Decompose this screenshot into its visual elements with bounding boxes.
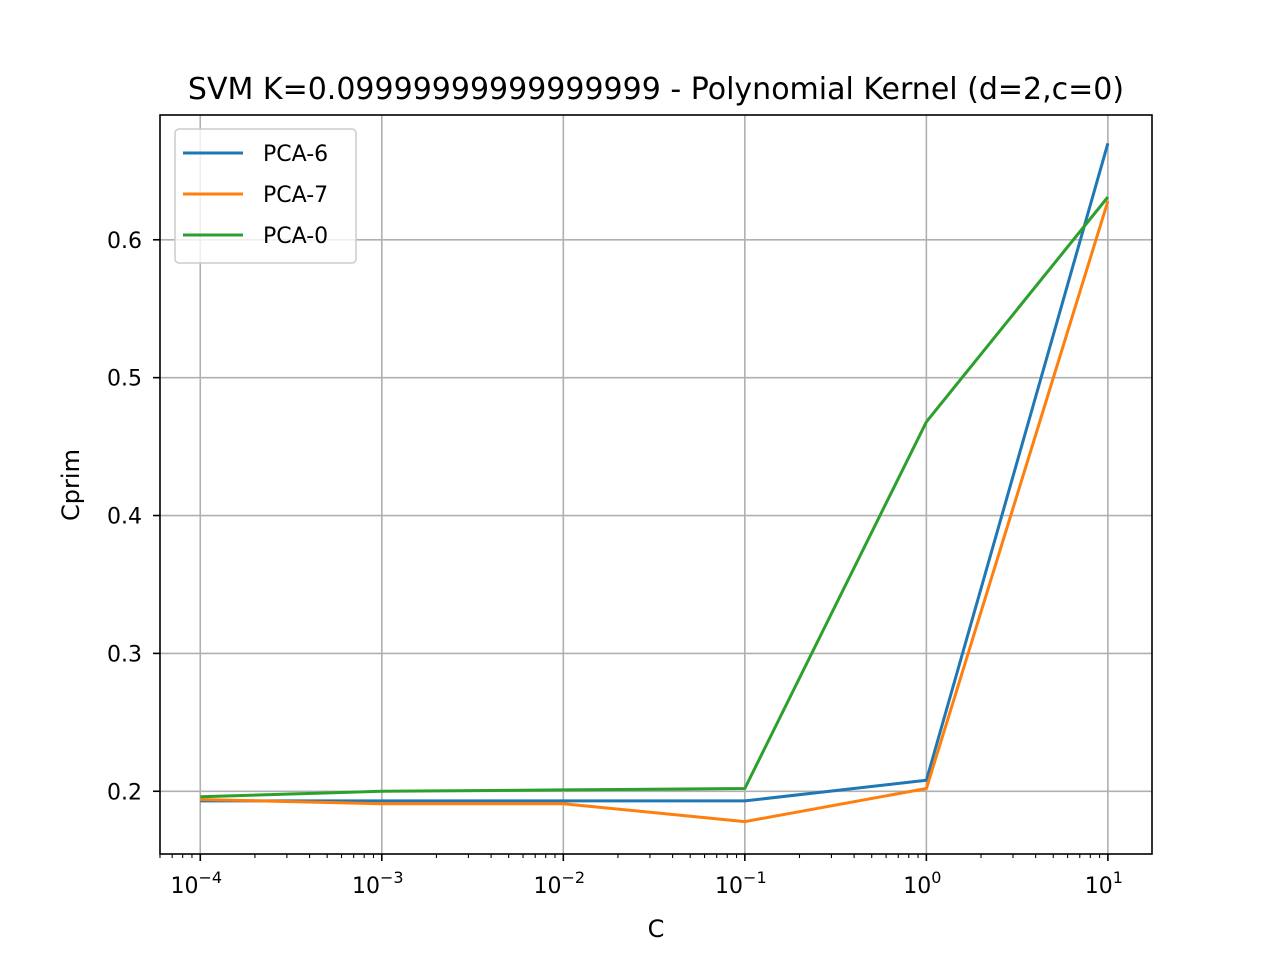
grid-lines (160, 115, 1152, 854)
x-tick-label: 10−2 (534, 868, 586, 899)
series-lines (200, 142, 1110, 824)
plot-frame (159, 114, 1153, 855)
legend-label: PCA-6 (263, 142, 328, 167)
x-axis-ticks: 10−4 10−3 10−2 10−1 100 101 (159, 854, 1123, 899)
x-tick-label: 101 (1085, 868, 1123, 899)
legend-box (174, 128, 357, 264)
x-tick-label: 10−4 (170, 868, 222, 899)
y-tick-label: 0.5 (107, 367, 142, 392)
x-tick-label: 100 (903, 868, 941, 899)
legend: PCA-6 PCA-7 PCA-0 (174, 128, 357, 264)
x-tick-label: 10−1 (715, 868, 767, 899)
legend-label: PCA-0 (263, 224, 328, 249)
series-line-pca-0 (200, 196, 1110, 799)
legend-label: PCA-7 (263, 183, 328, 208)
x-axis-label: C (648, 915, 665, 943)
y-axis-ticks: 0.2 0.3 0.4 0.5 0.6 (107, 229, 160, 805)
chart-title: SVM K=0.09999999999999999 - Polynomial K… (188, 72, 1124, 107)
y-axis-label: Cprim (57, 449, 85, 521)
y-tick-label: 0.4 (107, 505, 142, 530)
series-line-pca-6 (200, 142, 1110, 803)
y-tick-label: 0.2 (107, 780, 142, 805)
y-tick-label: 0.3 (107, 642, 142, 667)
x-tick-label: 10−3 (352, 868, 404, 899)
series-line-pca-7 (200, 200, 1110, 824)
y-tick-label: 0.6 (107, 229, 142, 254)
